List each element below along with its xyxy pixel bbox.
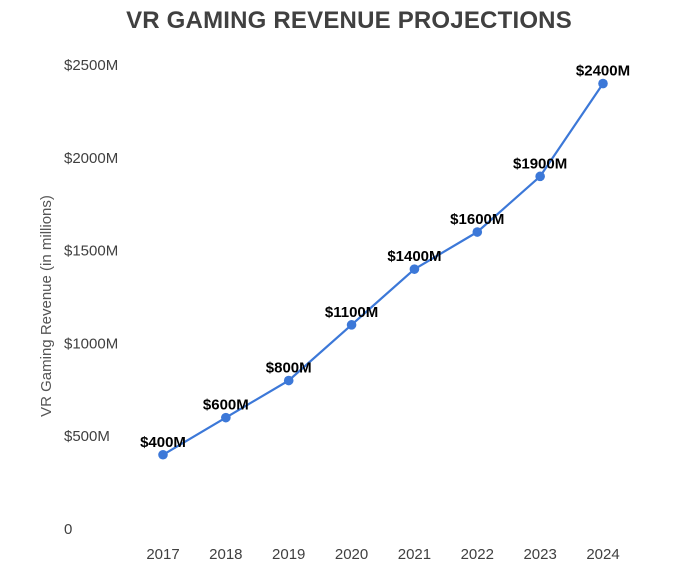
y-tick-label: $1000M xyxy=(64,335,118,352)
x-tick-label: 2022 xyxy=(461,546,494,563)
data-label: $1600M xyxy=(450,211,504,228)
data-label: $1100M xyxy=(325,304,378,321)
x-tick-label: 2019 xyxy=(272,546,305,563)
data-label: $600M xyxy=(203,397,249,414)
x-tick-label: 2018 xyxy=(209,546,242,563)
data-point xyxy=(221,412,231,423)
y-axis-label: VR Gaming Revenue (in millions) xyxy=(38,195,55,417)
x-tick-label: 2017 xyxy=(146,546,179,563)
series-line xyxy=(162,82,604,456)
chart-title: VR GAMING REVENUE PROJECTIONS xyxy=(126,7,572,34)
x-tick-label: 2023 xyxy=(523,546,556,563)
data-point xyxy=(158,449,168,460)
data-label: $400M xyxy=(140,434,186,451)
data-point xyxy=(472,227,483,237)
y-tick-label: $2000M xyxy=(64,150,118,167)
data-point xyxy=(598,78,608,89)
y-tick-label: $1500M xyxy=(64,243,118,260)
data-point xyxy=(409,264,420,274)
y-tick-label: $2500M xyxy=(64,57,118,74)
x-tick-label: 2020 xyxy=(335,546,368,563)
x-tick-label: 2024 xyxy=(586,546,619,563)
y-tick-label: $500M xyxy=(64,428,110,445)
data-point xyxy=(283,375,294,386)
data-point xyxy=(535,171,545,182)
x-tick-label: 2021 xyxy=(398,546,431,563)
data-point xyxy=(346,320,357,330)
y-tick-label: 0 xyxy=(64,521,72,538)
data-label: $2400M xyxy=(576,63,630,80)
data-label: $800M xyxy=(266,360,312,377)
data-label: $1900M xyxy=(513,155,567,172)
data-label: $1400M xyxy=(387,248,441,265)
